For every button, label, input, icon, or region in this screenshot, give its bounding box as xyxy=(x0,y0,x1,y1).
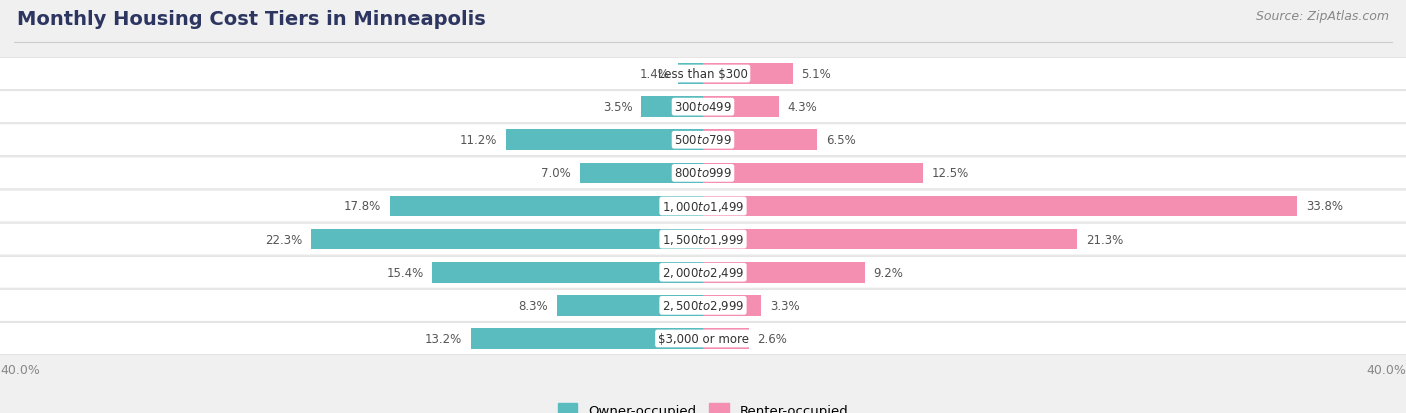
Legend: Owner-occupied, Renter-occupied: Owner-occupied, Renter-occupied xyxy=(558,403,848,413)
Bar xyxy=(703,97,779,118)
Text: Source: ZipAtlas.com: Source: ZipAtlas.com xyxy=(1256,10,1389,23)
Text: 12.5%: 12.5% xyxy=(932,167,969,180)
Bar xyxy=(433,262,703,283)
FancyBboxPatch shape xyxy=(0,92,1406,123)
Bar xyxy=(703,262,865,283)
Bar xyxy=(391,196,703,217)
Bar xyxy=(703,130,817,151)
Bar xyxy=(581,163,703,184)
Bar xyxy=(678,64,703,85)
Text: $3,000 or more: $3,000 or more xyxy=(658,332,748,345)
FancyBboxPatch shape xyxy=(0,59,1406,90)
FancyBboxPatch shape xyxy=(0,323,1406,354)
Text: $300 to $499: $300 to $499 xyxy=(673,101,733,114)
Text: $1,000 to $1,499: $1,000 to $1,499 xyxy=(662,199,744,214)
Text: $500 to $799: $500 to $799 xyxy=(673,134,733,147)
Bar xyxy=(311,229,703,250)
Bar xyxy=(703,163,922,184)
Text: 8.3%: 8.3% xyxy=(519,299,548,312)
FancyBboxPatch shape xyxy=(0,257,1406,288)
Text: $2,000 to $2,499: $2,000 to $2,499 xyxy=(662,266,744,280)
Text: 2.6%: 2.6% xyxy=(758,332,787,345)
FancyBboxPatch shape xyxy=(0,191,1406,222)
Bar xyxy=(641,97,703,118)
Bar xyxy=(703,64,793,85)
Text: 40.0%: 40.0% xyxy=(1367,363,1406,376)
FancyBboxPatch shape xyxy=(0,158,1406,189)
Text: 11.2%: 11.2% xyxy=(460,134,498,147)
Text: 22.3%: 22.3% xyxy=(266,233,302,246)
FancyBboxPatch shape xyxy=(0,125,1406,156)
FancyBboxPatch shape xyxy=(0,290,1406,321)
Text: $1,500 to $1,999: $1,500 to $1,999 xyxy=(662,233,744,247)
Text: 15.4%: 15.4% xyxy=(387,266,423,279)
Text: 1.4%: 1.4% xyxy=(640,68,669,81)
Bar xyxy=(506,130,703,151)
Text: $2,500 to $2,999: $2,500 to $2,999 xyxy=(662,299,744,313)
Text: 4.3%: 4.3% xyxy=(787,101,817,114)
Text: 17.8%: 17.8% xyxy=(344,200,381,213)
Bar xyxy=(703,229,1077,250)
Bar xyxy=(703,295,761,316)
FancyBboxPatch shape xyxy=(0,224,1406,255)
Text: $800 to $999: $800 to $999 xyxy=(673,167,733,180)
Text: 5.1%: 5.1% xyxy=(801,68,831,81)
Bar xyxy=(557,295,703,316)
Text: 13.2%: 13.2% xyxy=(425,332,463,345)
Text: 9.2%: 9.2% xyxy=(873,266,903,279)
Text: 6.5%: 6.5% xyxy=(827,134,856,147)
Text: Monthly Housing Cost Tiers in Minneapolis: Monthly Housing Cost Tiers in Minneapoli… xyxy=(17,10,485,29)
Text: 33.8%: 33.8% xyxy=(1306,200,1343,213)
Bar xyxy=(703,196,1296,217)
Bar xyxy=(471,328,703,349)
Bar xyxy=(703,328,749,349)
Text: Less than $300: Less than $300 xyxy=(658,68,748,81)
Text: 3.5%: 3.5% xyxy=(603,101,633,114)
Text: 7.0%: 7.0% xyxy=(541,167,571,180)
Text: 21.3%: 21.3% xyxy=(1087,233,1123,246)
Text: 40.0%: 40.0% xyxy=(0,363,39,376)
Text: 3.3%: 3.3% xyxy=(770,299,800,312)
